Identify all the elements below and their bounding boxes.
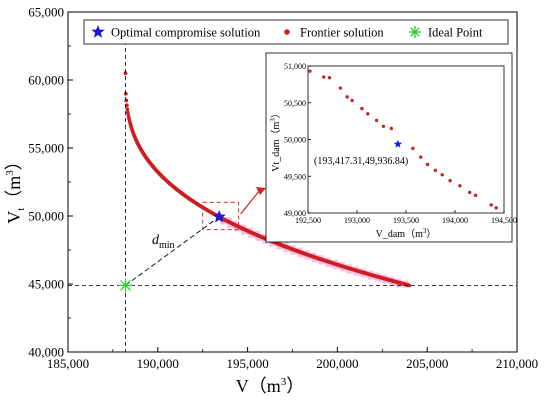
frontier-point bbox=[407, 283, 412, 288]
legend-star-icon bbox=[91, 25, 105, 38]
frontier-point bbox=[124, 98, 129, 103]
inset-y-tick-label: 51,000 bbox=[284, 62, 306, 71]
inset-points bbox=[308, 69, 498, 210]
legend-label: Frontier solution bbox=[300, 26, 384, 40]
inset-x-tick-label: 193,500 bbox=[393, 216, 419, 225]
inset-frontier-point bbox=[440, 173, 444, 177]
inset-frontier-point bbox=[327, 76, 332, 80]
legend-entry: Frontier solution bbox=[284, 26, 384, 40]
inset-frontier-point bbox=[338, 86, 343, 90]
y-tick-label: 50,000 bbox=[28, 209, 64, 224]
x-tick-label: 195,000 bbox=[226, 356, 268, 371]
x-tick-label: 185,000 bbox=[47, 356, 89, 371]
inset-frontier-point bbox=[308, 69, 312, 73]
inset-frontier-point bbox=[425, 162, 430, 167]
inset-optimal-label: (193,417.31,49,936.84) bbox=[314, 156, 408, 167]
inset-frontier-point bbox=[494, 206, 498, 210]
legend-entry: Ideal Point bbox=[409, 26, 483, 40]
frontier-point bbox=[123, 71, 128, 76]
zoom-arrow-head bbox=[256, 187, 266, 195]
inset-y-tick-label: 49,000 bbox=[284, 209, 306, 218]
inset-frontier-point bbox=[468, 190, 472, 195]
inset-y-tick-label: 50,500 bbox=[284, 99, 306, 108]
inset-frontier-point bbox=[350, 98, 354, 103]
frontier-points bbox=[123, 71, 412, 288]
dmin-line bbox=[125, 216, 220, 286]
x-axis-title: V（m3） bbox=[236, 376, 305, 396]
inset-chart: 192,500 193,000 193,500 194,000 194,500 49,00… bbox=[265, 52, 517, 243]
y-tick-label: 55,000 bbox=[28, 141, 64, 156]
inset-frontier-point bbox=[345, 95, 349, 99]
y-tick-label: 40,000 bbox=[28, 345, 64, 360]
inset-frontier-point bbox=[366, 112, 370, 116]
inset-optimal-marker bbox=[393, 139, 403, 148]
legend-asterisk-icon bbox=[409, 26, 421, 38]
legend: Optimal compromise solution Frontier solu… bbox=[83, 19, 509, 45]
main-axis-ticks: 185,000 190,000 195,000 200,000 205,000 210,0… bbox=[28, 5, 538, 372]
frontier-point bbox=[125, 110, 130, 115]
inset-y-axis-title: Vt_dam（m3） bbox=[269, 108, 282, 172]
frontier-point bbox=[125, 107, 130, 112]
inset-frontier-point bbox=[458, 184, 462, 188]
inset-y-tick-label: 50,000 bbox=[284, 136, 306, 145]
legend-box bbox=[83, 19, 509, 45]
legend-label: Ideal Point bbox=[428, 26, 483, 40]
inset-background bbox=[265, 52, 513, 243]
inset-x-tick-label: 194,500 bbox=[491, 216, 517, 225]
legend-dot-icon bbox=[284, 29, 290, 35]
y-axis-title: Vt（m3） bbox=[4, 152, 27, 224]
inset-frontier-point bbox=[419, 155, 423, 159]
x-tick-label: 205,000 bbox=[406, 356, 448, 371]
zoom-box bbox=[202, 201, 240, 231]
zoom-arrow-line bbox=[240, 189, 261, 215]
y-tick-label: 45,000 bbox=[28, 277, 64, 292]
inset-x-tick-label: 194,000 bbox=[442, 216, 468, 225]
y-tick-label: 65,000 bbox=[28, 5, 64, 20]
inset-frontier-point bbox=[433, 168, 438, 173]
zoom-callout bbox=[202, 187, 266, 231]
inset-frontier-point bbox=[473, 193, 478, 198]
dmin-label: dmin bbox=[152, 233, 175, 251]
optimal-point-marker bbox=[212, 209, 226, 223]
inset-frontier-point bbox=[321, 75, 326, 79]
inset-frontier-point bbox=[374, 118, 379, 123]
ideal-point-marker bbox=[118, 278, 133, 293]
x-tick-label: 190,000 bbox=[137, 356, 179, 371]
inset-frontier-point bbox=[360, 106, 364, 111]
legend-label: Optimal compromise solution bbox=[111, 26, 261, 40]
legend-entry: Optimal compromise solution bbox=[91, 25, 261, 40]
y-tick-label: 60,000 bbox=[28, 73, 64, 88]
inset-x-axis-title: V_dam（m3） bbox=[376, 227, 437, 240]
inset-frontier-point bbox=[411, 146, 415, 151]
inset-y-tick-label: 49,500 bbox=[284, 172, 306, 181]
inset-frontier-point bbox=[381, 124, 386, 128]
inset-frontier-point bbox=[389, 126, 393, 131]
x-tick-label: 210,000 bbox=[496, 356, 538, 371]
inset-x-tick-label: 193,000 bbox=[344, 216, 370, 225]
main-markers bbox=[118, 209, 226, 293]
ideal-guide-lines bbox=[68, 20, 517, 352]
inset-frontier-point bbox=[489, 203, 493, 207]
inset-axis-ticks: 192,500 193,000 193,500 194,000 194,500 49,00… bbox=[284, 62, 517, 225]
inset-x-tick-label: 192,500 bbox=[295, 216, 321, 225]
x-tick-label: 200,000 bbox=[316, 356, 358, 371]
inset-frontier-point bbox=[448, 178, 452, 183]
